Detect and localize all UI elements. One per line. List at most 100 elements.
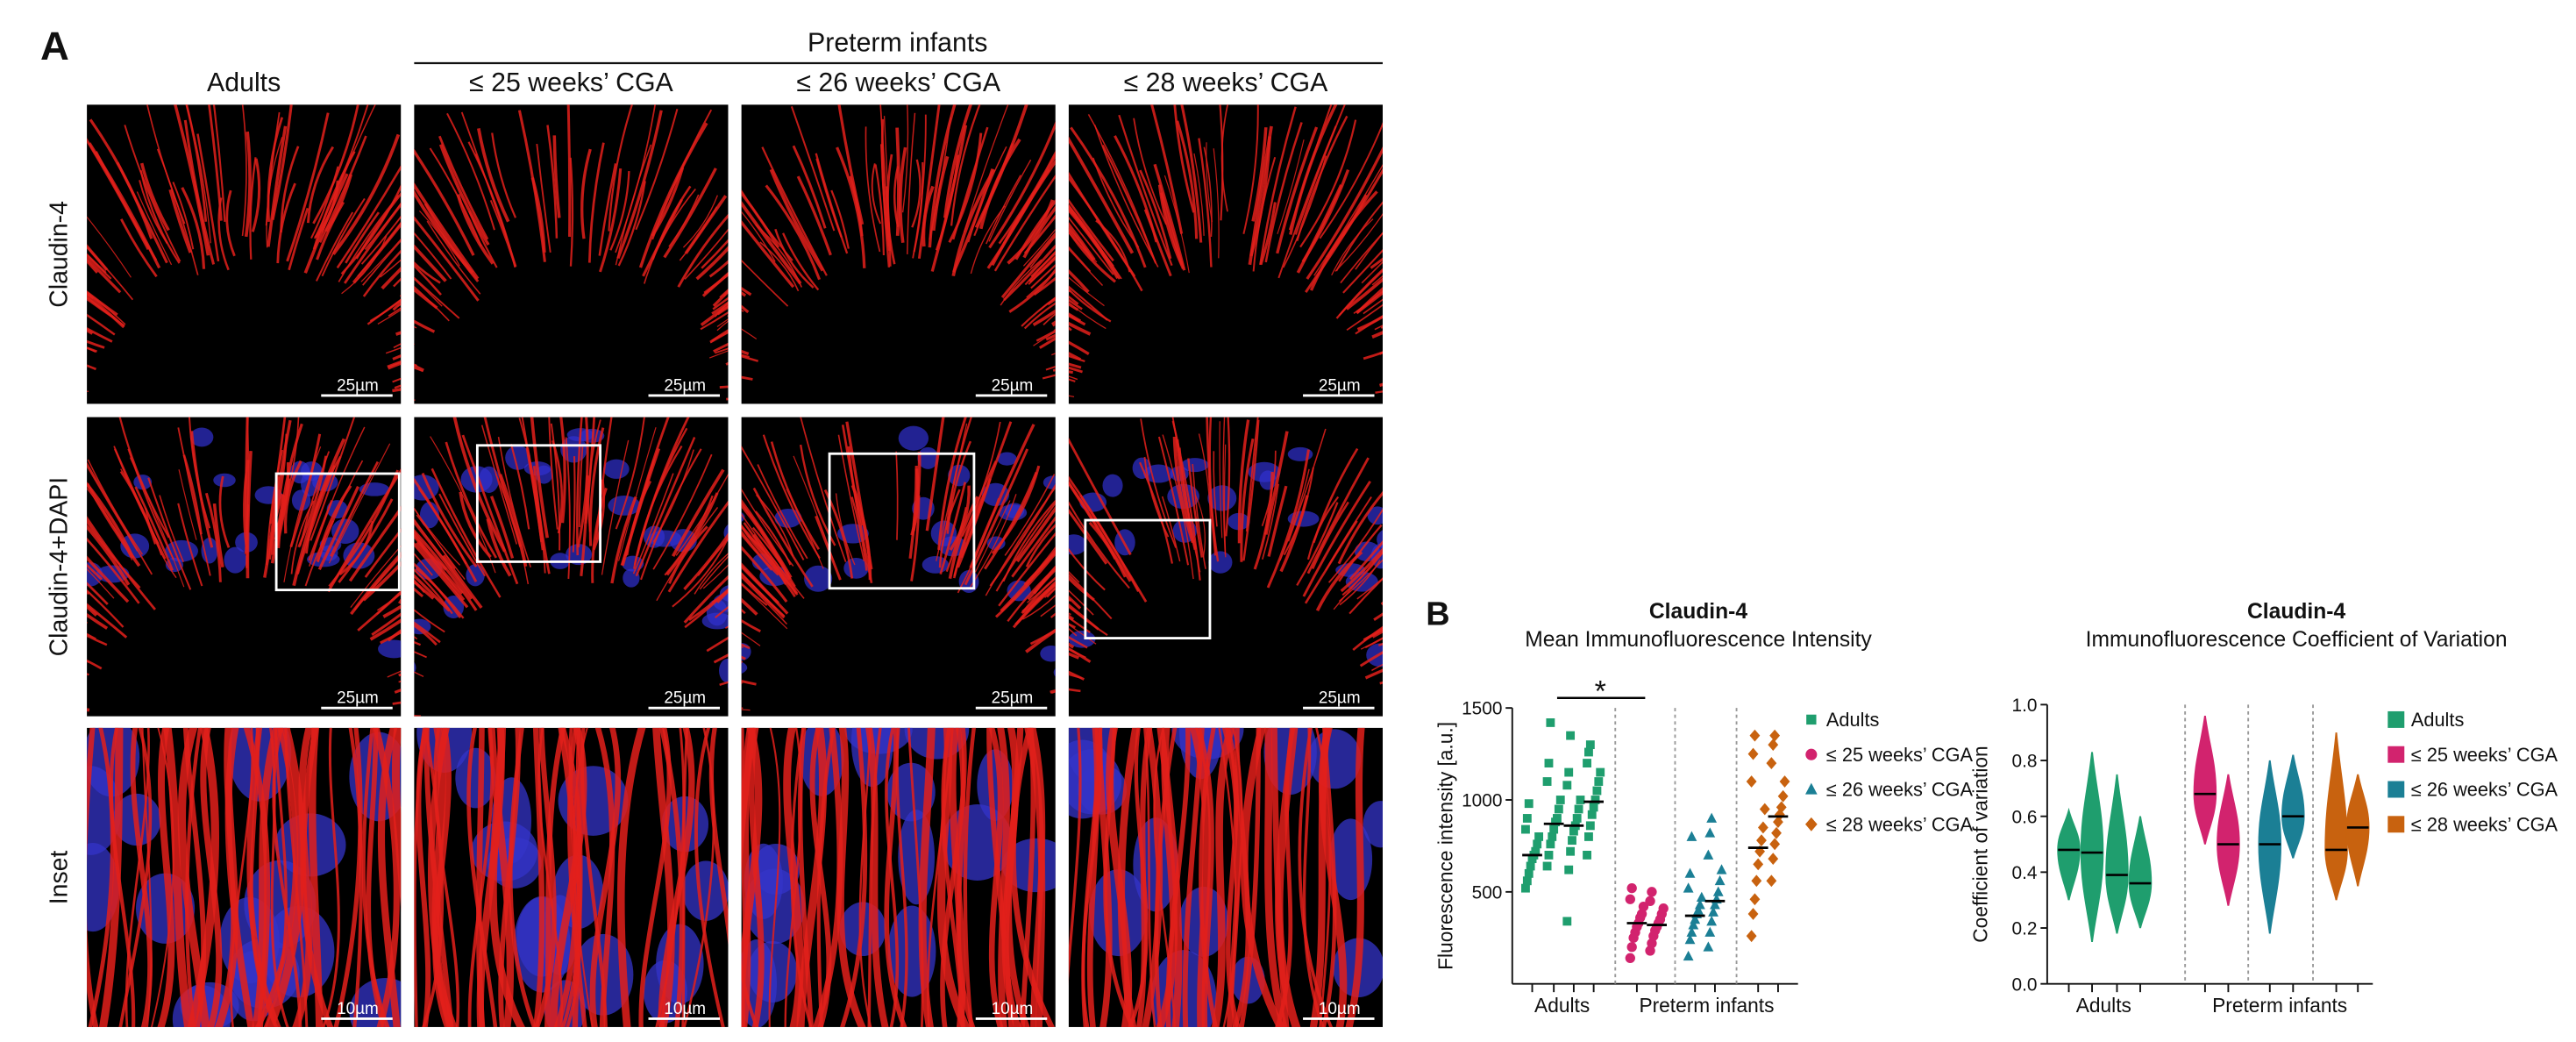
membrane bbox=[20, 368, 82, 382]
membrane bbox=[145, 507, 177, 579]
membrane bbox=[433, 727, 460, 1027]
membrane bbox=[684, 228, 729, 280]
membrane bbox=[385, 346, 402, 354]
membrane bbox=[701, 271, 729, 297]
membrane bbox=[1068, 547, 1106, 591]
point bbox=[1572, 814, 1582, 823]
membrane bbox=[244, 417, 250, 554]
membrane bbox=[1397, 337, 1525, 372]
point bbox=[1594, 777, 1604, 786]
membrane bbox=[1068, 648, 1086, 659]
membrane bbox=[701, 239, 729, 269]
column-header: Adults bbox=[207, 68, 281, 97]
membrane bbox=[0, 694, 39, 707]
point bbox=[1777, 789, 1789, 803]
membrane bbox=[467, 141, 516, 268]
membrane bbox=[1306, 457, 1370, 575]
membrane bbox=[1395, 394, 1455, 401]
membrane bbox=[1306, 146, 1383, 280]
membrane bbox=[935, 154, 960, 251]
micrograph-texture bbox=[414, 417, 729, 717]
membrane bbox=[120, 218, 158, 278]
membrane bbox=[991, 465, 1041, 555]
membrane bbox=[5, 346, 78, 368]
membrane bbox=[416, 727, 431, 1027]
membrane bbox=[1135, 727, 1153, 1027]
membrane bbox=[438, 493, 486, 577]
point bbox=[1684, 867, 1696, 878]
membrane bbox=[1068, 501, 1130, 589]
membrane bbox=[491, 132, 517, 218]
membrane bbox=[87, 256, 122, 294]
membrane bbox=[714, 605, 729, 619]
membrane bbox=[316, 201, 345, 260]
membrane bbox=[225, 189, 236, 257]
membrane bbox=[796, 727, 828, 1027]
membrane bbox=[1068, 603, 1099, 631]
point bbox=[1584, 832, 1593, 841]
membrane bbox=[774, 228, 815, 289]
membrane bbox=[415, 541, 466, 602]
point bbox=[1524, 868, 1534, 878]
point bbox=[1596, 767, 1605, 777]
membrane bbox=[668, 194, 700, 247]
membrane bbox=[362, 249, 402, 297]
membrane bbox=[1011, 516, 1056, 578]
membrane bbox=[1259, 202, 1277, 266]
membrane bbox=[0, 711, 44, 719]
point bbox=[1566, 731, 1576, 740]
micrograph-texture bbox=[414, 727, 729, 1027]
point bbox=[1706, 915, 1718, 926]
membrane bbox=[245, 417, 249, 534]
membrane bbox=[796, 175, 832, 256]
y-tick-label: 0.2 bbox=[2012, 919, 2038, 939]
membrane bbox=[1219, 421, 1223, 539]
membrane bbox=[1356, 577, 1383, 600]
membrane bbox=[456, 194, 495, 265]
membrane bbox=[580, 148, 592, 239]
membrane bbox=[0, 395, 82, 405]
point bbox=[1521, 824, 1530, 834]
membrane bbox=[290, 500, 315, 575]
membrane bbox=[1340, 547, 1383, 593]
membrane bbox=[1162, 434, 1194, 580]
membrane bbox=[655, 727, 686, 1027]
membrane bbox=[518, 418, 546, 574]
membrane bbox=[1356, 315, 1383, 332]
point bbox=[1544, 850, 1554, 860]
membrane bbox=[0, 346, 53, 375]
membrane bbox=[536, 143, 551, 253]
membrane bbox=[87, 291, 126, 325]
membrane bbox=[1378, 351, 1383, 355]
membrane bbox=[741, 632, 761, 646]
membrane bbox=[1405, 666, 1562, 696]
membrane bbox=[426, 220, 481, 295]
point bbox=[1590, 796, 1600, 804]
membrane bbox=[1348, 577, 1383, 615]
y-axis-label: Fluorescence intensity [a.u.] bbox=[1434, 722, 1457, 970]
membrane bbox=[1038, 337, 1056, 349]
membrane bbox=[1027, 567, 1056, 601]
membrane bbox=[672, 537, 729, 608]
membrane bbox=[836, 727, 866, 1027]
nucleus bbox=[1442, 564, 1459, 588]
membrane bbox=[1157, 184, 1185, 270]
point bbox=[1710, 899, 1720, 910]
membrane bbox=[87, 563, 103, 581]
membrane bbox=[913, 161, 924, 253]
membrane bbox=[530, 177, 546, 253]
point bbox=[1568, 836, 1576, 846]
membrane bbox=[380, 259, 402, 278]
membrane bbox=[559, 417, 566, 524]
membrane bbox=[1299, 119, 1357, 248]
membrane bbox=[1042, 312, 1056, 326]
nucleus bbox=[1411, 654, 1431, 677]
membrane bbox=[276, 423, 303, 549]
membrane bbox=[706, 636, 729, 653]
membrane bbox=[196, 133, 220, 262]
membrane bbox=[713, 342, 729, 353]
membrane bbox=[1068, 298, 1083, 310]
membrane bbox=[272, 727, 302, 1027]
membrane bbox=[1345, 277, 1383, 310]
scale-bar-label: 25µm bbox=[337, 689, 379, 707]
